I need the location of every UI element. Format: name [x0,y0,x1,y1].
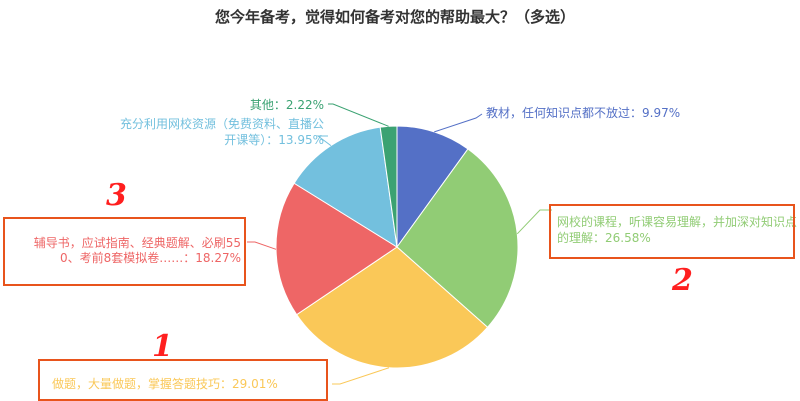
annotation-box-books [3,217,246,286]
pie-slice-course [396,148,519,329]
leader-line-course [516,209,552,235]
annotation-number-3: 3 [106,178,127,213]
slice-label-books: 辅导书，应试指南、经典题解、必刷55 0、考前8套模拟卷……：18.27% [34,235,241,265]
pie-slices [275,125,519,369]
chart-title: 您今年备考，觉得如何备考对您的帮助最大？（多选） [214,8,575,26]
leader-line-books [247,241,277,250]
slice-label-resources: 充分利用网校资源（免费资料、直播公开课等）：13.95% [120,116,324,147]
slice-label-textbook: 教材，任何知识点都不放过：9.97% [486,105,680,120]
annotation-number-2: 2 [671,263,693,298]
pie-slice-other [379,125,398,248]
pie-slice-textbook [396,125,469,249]
annotation-box-course [549,204,795,259]
leader-line-resources [316,135,332,147]
leader-line-practice [332,367,390,385]
pie-slice-books [275,182,398,316]
leader-line-other [328,103,389,127]
slice-label-other: 其他：2.22% [250,98,324,112]
leader-lines [247,103,552,385]
pie-slice-practice [295,246,489,369]
slice-label-practice: 做题，大量做题，掌握答题技巧：29.01% [52,376,278,391]
annotation-number-1: 1 [152,329,173,364]
annotation-box-practice [38,359,328,401]
pie-slice-resources [293,126,398,248]
slice-label-course: 网校的课程，听课容易理解，并加深对知识点的理解：26.58% [557,214,797,245]
leader-line-textbook [434,113,483,133]
